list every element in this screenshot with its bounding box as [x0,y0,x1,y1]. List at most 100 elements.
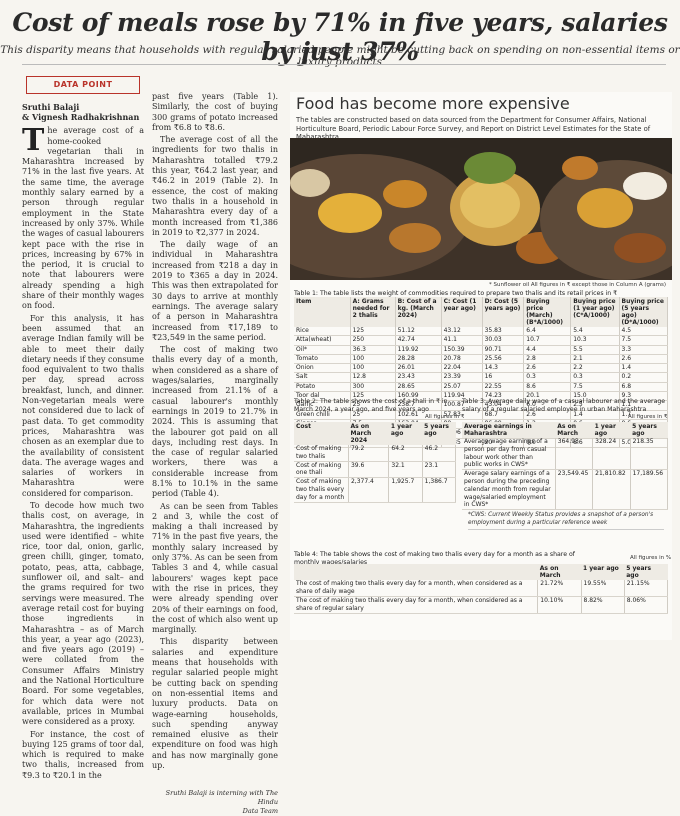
table-cell: 16 [482,372,525,383]
table-cell: 328.24 [592,438,631,471]
thali-photo [290,138,672,280]
table2-caption: Table 2: The table shows the cost of a t… [294,398,448,413]
table-cell: 119.92 [395,345,442,355]
top-rule [22,64,666,65]
table-row: Green chilli 25 102.61 57.83 68.7 2.6 1.4 1.7 [294,410,668,420]
table3-caption: Table 3: Average daily wage of a casual … [462,398,666,413]
row-label: Oil* [294,345,351,355]
row-label: Tomato [294,354,351,365]
table-cell: 102.61 [395,410,442,420]
table-cell: 2.6 [619,354,668,365]
credit-line: Sruthi Balaji is interning with The Hind… [165,789,278,807]
table-cell: 23.43 [395,372,442,383]
paragraph: As can be seen from Tables 2 and 3, whil… [152,501,278,635]
article-column-1: DATA POINT Sruthi Balaji & Vignesh Radha… [22,70,144,783]
row-label: Salt [294,372,351,383]
table-cell: 0.3 [570,372,620,383]
table-cell: 41.1 [441,335,483,346]
credit: Sruthi Balaji is interning with The Hind… [152,789,278,816]
row-label: Potato [294,382,351,393]
infographic-panel: Food has become more expensive The table… [290,92,672,640]
table-row: Onion 100 26.01 22.04 14.3 2.6 2.2 1.4 [294,363,668,374]
table-row: Average wage earnings of a person per da… [462,438,669,471]
column-header: As on March 2024 [348,422,389,445]
table-cell: 3.3 [619,345,668,355]
column-header: 5 years ago [624,564,668,580]
photo-note: * Sunflower oil All figures in ₹ except … [489,282,666,288]
table-cell: 25 [350,410,396,420]
table-1: Item A: Grams needed for 2 thalis B: Cost … [294,297,668,448]
table1-caption: Table 1: The table lists the weight of c… [294,290,618,297]
table-cell: 300 [350,382,396,393]
table-cell: 100.87 [441,400,483,411]
paragraph: The average cost of all the ingredients … [152,135,278,237]
table-cell: 10.7 [523,335,572,346]
row-label: Rice [294,327,351,337]
column-header: Item [294,297,351,327]
row-label: Cost of making two thalis every day for … [294,477,349,503]
table-row: Salt 12.8 23.43 23.39 16 0.3 0.3 0.2 [294,372,668,383]
table-cell: 17,189.56 [630,469,669,511]
table-row: Potato 300 28.65 25.07 22.55 8.6 7.5 6.8 [294,382,668,393]
table-cell: 125 [350,327,396,337]
data-point-label: DATA POINT [26,76,140,95]
table-cell: 4.5 [619,327,668,337]
table-cell: 2.5 [570,400,620,411]
table-cell: 1,925.7 [388,477,423,503]
table-header-row: Item A: Grams needed for 2 thalis B: Cost … [294,297,668,327]
table-row: The cost of making two thalis every day … [294,580,669,597]
column-header: D: Cost (5 years ago) [482,297,525,327]
table-cell: 7.5 [619,335,668,346]
table-cell: 23.39 [441,372,483,383]
row-label: Cost of making one thali [294,461,349,479]
table-cell: 57.83 [441,410,483,420]
table-cell: 6.0 [523,400,572,411]
paragraph: For this analysis, it has been assumed t… [22,313,144,498]
table-4: As on March 1 year ago 5 years ago The cos… [294,564,669,614]
column-header: Buying price (1 year ago) (C*A/1000) [570,297,620,327]
panel-description: The tables are constructed based on data… [296,116,651,141]
table-cell: 100 [350,363,396,374]
table-cell: 21,810.82 [592,469,631,511]
column-header: 1 year ago [592,422,631,438]
table3-units: All figures in ₹ [628,414,668,420]
table-cell: 90.71 [482,345,525,355]
row-label: The cost of making two thalis every day … [294,596,539,614]
table-cell: 2.8 [523,354,572,365]
dropcap: T [22,123,45,159]
table-cell: 100 [350,354,396,365]
table-cell: 32.1 [388,461,423,479]
cws-note: *CWS: Current Weekly Status provides a s… [468,512,664,530]
table-cell: 2.6 [523,410,572,420]
row-label: Garlic [294,400,351,411]
table-cell: 10.3 [570,335,620,346]
table-header-row: Cost As on March 2024 1 year ago 5 years ag… [294,422,456,445]
table-row: Tomato 100 28.28 20.78 25.56 2.8 2.1 2.6 [294,354,668,365]
table-cell: 5.4 [570,327,620,337]
column-header: 1 year ago [581,564,625,580]
paragraph: The cost of making two thalis every day … [152,345,278,499]
column-header: 1 year ago [388,422,423,445]
article-column-2: past five years (Table 1). Similarly, th… [152,92,278,816]
table-row: Rice 125 51.12 43.12 35.83 6.4 5.4 4.5 [294,327,668,337]
column-header: As on March [555,422,593,438]
table-cell: 1.4 [570,410,620,420]
table-row: Average salary earnings of a person duri… [462,469,669,511]
paragraph: past five years (Table 1). Similarly, th… [152,92,278,132]
table-cell: 23.1 [422,461,457,479]
table-cell: 10.10% [537,596,582,614]
table-cell: 51.12 [395,327,442,337]
table-cell: 8.06% [624,596,669,614]
table-cell: 125 [350,391,396,402]
table-cell: 19.55% [581,580,625,597]
column-header: Buying price (March) (B*A/1000) [523,297,572,327]
table2-units: All figures in ₹ [425,414,465,420]
table-cell: 68.7 [482,410,525,420]
table-cell: 46.2 [422,445,457,462]
table-cell: 0.2 [619,372,668,383]
table-cell: 6.4 [523,327,572,337]
table-cell: 218.35 [630,438,669,471]
table-cell: 7.5 [570,382,620,393]
table-cell: 25 [350,400,396,411]
table-cell: 0.3 [523,372,572,383]
